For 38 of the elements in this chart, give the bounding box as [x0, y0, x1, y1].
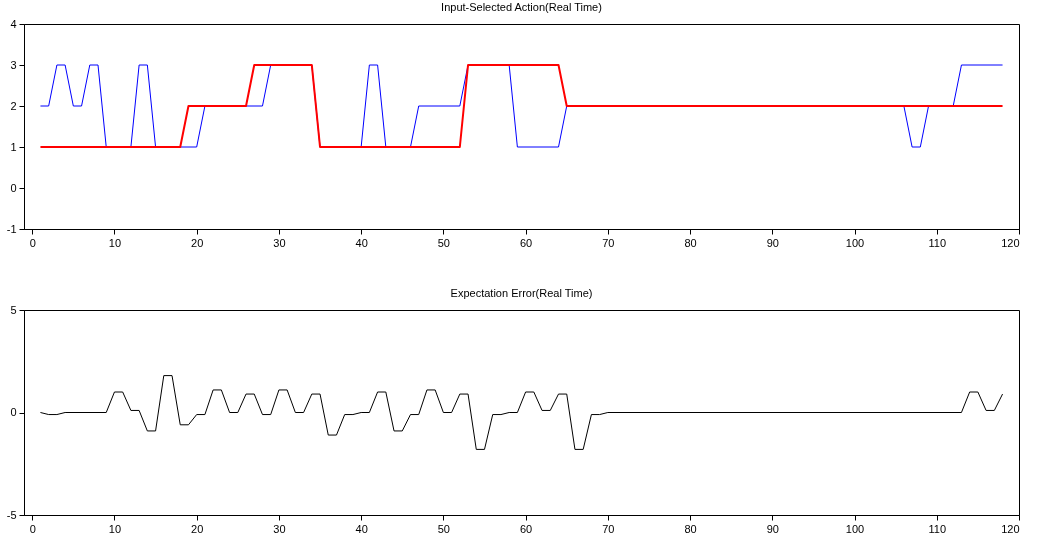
y-tick-label: -1	[6, 222, 17, 235]
x-tick-label: 50	[437, 236, 451, 249]
x-tick-label: 120	[1001, 522, 1020, 535]
x-tick-label: 110	[928, 236, 947, 249]
y-tick-label: 0	[10, 406, 17, 418]
y-tick-label: 4	[10, 17, 17, 30]
x-tick-label: 70	[602, 522, 615, 535]
chart-title: Input-Selected Action(Real Time)	[441, 1, 602, 13]
x-tick-label: 30	[273, 236, 286, 249]
x-tick-label: 110	[928, 522, 947, 535]
x-tick-label: 0	[29, 236, 36, 249]
x-tick-label: 30	[273, 522, 286, 535]
x-tick-label: 20	[191, 522, 204, 535]
x-tick-label: 70	[602, 236, 615, 249]
x-tick-label: 50	[437, 522, 451, 535]
x-tick-label: 40	[355, 522, 368, 535]
y-tick-label: 1	[10, 140, 17, 153]
x-tick-label: 60	[519, 236, 533, 249]
x-tick-label: 10	[108, 522, 122, 535]
x-tick-label: 120	[1001, 236, 1020, 249]
x-tick-label: 90	[766, 522, 779, 535]
x-tick-label: 20	[191, 236, 204, 249]
y-tick-label: 3	[10, 58, 17, 71]
y-tick-label: 5	[10, 303, 17, 316]
x-tick-label: 100	[845, 522, 865, 535]
x-tick-label: 90	[766, 236, 779, 249]
x-tick-label: 10	[108, 236, 122, 249]
chart-title: Expectation Error(Real Time)	[450, 287, 593, 299]
y-tick-label: -5	[6, 508, 17, 521]
x-tick-label: 60	[519, 522, 533, 535]
x-tick-label: 80	[684, 522, 697, 535]
x-tick-label: 80	[684, 236, 697, 249]
y-tick-label: 0	[10, 181, 17, 194]
x-tick-label: 100	[845, 236, 865, 249]
line-series	[39, 375, 1004, 450]
x-tick-label: 40	[355, 236, 368, 249]
y-tick-label: 2	[10, 99, 17, 112]
x-tick-label: 0	[29, 522, 36, 535]
